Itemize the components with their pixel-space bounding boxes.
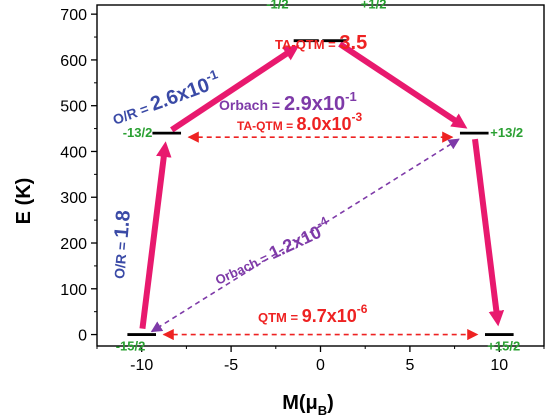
y-tick-label: 0 [78, 328, 87, 345]
mj-label: -15/2 [116, 339, 146, 354]
rate-mechanism: TA-QTM = [237, 119, 296, 133]
rate-exponent: -1 [204, 66, 220, 84]
x-tick-label: 10 [490, 357, 508, 374]
x-tick-label: 0 [316, 357, 325, 374]
y-tick-label: 400 [60, 144, 87, 161]
y-tick-label: 600 [60, 53, 87, 70]
rate-label: O/R = 2.6x10-1 [108, 66, 224, 129]
rate-value: 8.0x10 [296, 114, 351, 134]
rate-value: 2.9x10 [284, 93, 345, 115]
rate-mechanism: TA-QTM = [275, 37, 339, 52]
y-tick-label: 300 [60, 190, 87, 207]
orr-arrow [338, 41, 468, 129]
orr-arrow [170, 45, 300, 133]
orr-arrow [472, 138, 505, 327]
y-tick-label: 200 [60, 236, 87, 253]
energy-levels: -15/2 +15/2 -13/2 +13/2 -1/2 +1/2 [116, 0, 523, 354]
orbach-arrow [150, 138, 460, 333]
rate-label: Orbach = 2.9x10-1 [219, 89, 357, 115]
x-axis-label: M(μB) [282, 392, 334, 418]
rate-exponent: -1 [345, 89, 357, 104]
rate-exponent: -6 [357, 302, 368, 316]
rate-label: QTM = 9.7x10-6 [258, 302, 368, 326]
rate-label: TA-QTM = 3.5 [275, 32, 367, 54]
y-tick-label: 500 [60, 99, 87, 116]
rate-value: 1.8 [111, 209, 135, 239]
rate-mechanism: QTM = [258, 310, 302, 325]
x-tick-label: -10 [130, 357, 153, 374]
y-tick-label: 100 [60, 282, 87, 299]
transition-arrows [139, 39, 505, 341]
rate-mechanism: Orbach = [213, 249, 274, 288]
x-tick-label: -5 [224, 357, 238, 374]
mj-label: -13/2 [123, 125, 153, 140]
rate-value: 9.7x10 [302, 306, 357, 326]
rate-mechanism: O/R = [111, 99, 155, 128]
rate-value: 3.5 [339, 32, 367, 54]
rate-label: O/R = 1.8 [107, 209, 135, 279]
rate-label: TA-QTM = 8.0x10-3 [237, 110, 362, 134]
rate-value: 1.2x10 [266, 222, 324, 263]
orr-arrow [139, 141, 172, 329]
y-tick-label: 700 [60, 7, 87, 24]
mj-label: -1/2 [266, 0, 288, 12]
y-axis-label: E (K) [13, 178, 35, 225]
mj-label: +1/2 [361, 0, 387, 12]
rate-exponent: -3 [352, 110, 363, 124]
rate-label: Orbach = 1.2x10-4 [210, 213, 335, 288]
mj-label: +15/2 [487, 339, 520, 354]
rate-mechanism: O/R = [111, 237, 131, 279]
x-tick-label: 5 [405, 357, 414, 374]
mj-label: +13/2 [490, 125, 523, 140]
rate-mechanism: Orbach = [219, 97, 284, 113]
